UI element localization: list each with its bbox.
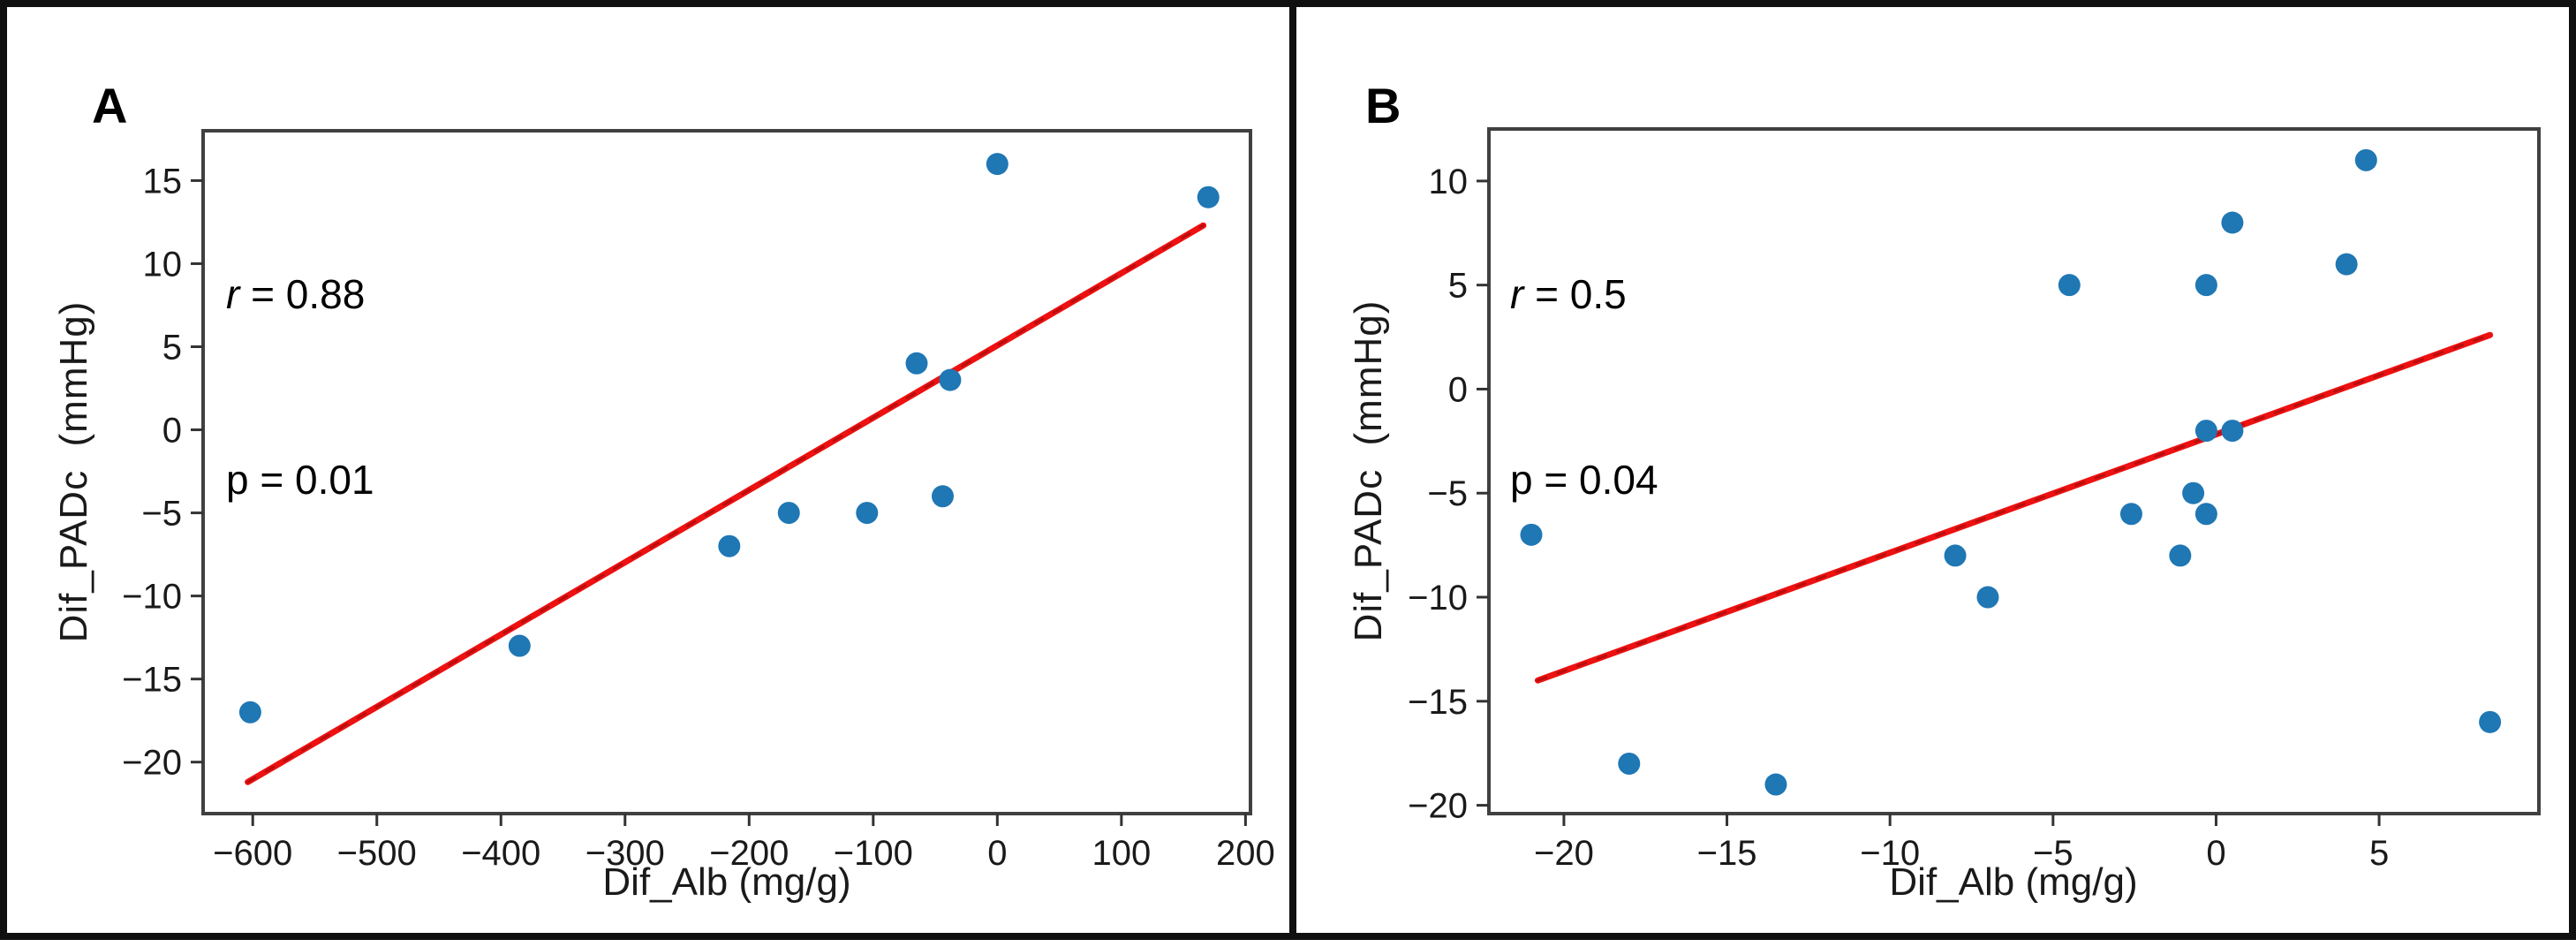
data-point: [2058, 274, 2081, 297]
y-tick-label: −15: [122, 661, 182, 700]
y-tick-label: −20: [122, 744, 182, 783]
y-tick-label: 0: [1448, 370, 1468, 409]
data-point: [1764, 773, 1787, 796]
stats-annotation-a: r = 0.88 p = 0.01: [226, 140, 374, 634]
x-tick-label: 5: [2369, 834, 2389, 873]
x-tick-label: −300: [585, 834, 665, 873]
regression-line: [1534, 331, 2494, 684]
x-tick-label: −100: [834, 834, 913, 873]
y-tick-label: −5: [1427, 474, 1468, 513]
x-tick-label: −15: [1697, 834, 1757, 873]
y-tick-label: 15: [143, 162, 183, 201]
data-point: [2195, 503, 2217, 526]
data-point: [2119, 503, 2142, 526]
x-tick-label: 0: [2206, 834, 2225, 873]
plot-frame: [201, 129, 1252, 815]
data-point: [1520, 523, 1543, 546]
data-point: [2354, 148, 2377, 171]
data-point: [1976, 586, 1999, 609]
y-tick-label: 10: [1429, 163, 1469, 201]
r-value-text: = 0.5: [1523, 271, 1627, 317]
plot-frame: [1487, 127, 2541, 815]
data-point: [2195, 274, 2217, 297]
y-tick-label: −15: [1408, 683, 1468, 722]
x-tick-label: −200: [709, 834, 789, 873]
data-point: [2479, 710, 2502, 733]
x-tick-label: 100: [1092, 834, 1151, 873]
data-point: [986, 153, 1008, 176]
r-symbol: r: [1510, 271, 1524, 317]
p-value-line: p = 0.01: [226, 457, 374, 503]
x-tick-label: 0: [987, 834, 1007, 873]
data-point: [2335, 253, 2358, 276]
x-tick-label: −20: [1534, 834, 1594, 873]
x-tick-label: 200: [1216, 834, 1275, 873]
panel-divider: [1289, 7, 1296, 933]
data-point: [1618, 752, 1641, 775]
y-axis-title-b: Dif_PADc (mmHg): [1347, 299, 1390, 642]
scatter-plots-svg: −600 −500 −400 −300 −200 −100 0 100 200151050−5−…: [122, 127, 2541, 873]
panel-a-letter: A: [92, 78, 128, 133]
x-tick-label: −10: [1860, 834, 1920, 873]
data-point: [2221, 211, 2244, 234]
data-point: [939, 368, 962, 391]
data-point: [2169, 544, 2192, 567]
regression-line: [245, 222, 1207, 785]
y-tick-label: −10: [1408, 579, 1468, 617]
stats-annotation-b: r = 0.5 p = 0.04: [1510, 140, 1658, 634]
y-tick-label: 5: [1448, 267, 1468, 306]
data-point: [1944, 544, 1967, 567]
x-axis-title-b: Dif_Alb (mg/g): [1889, 860, 2138, 904]
data-point: [856, 502, 879, 525]
r-value-line: r = 0.88: [226, 263, 374, 325]
data-point: [905, 352, 928, 375]
y-tick-label: 0: [162, 412, 182, 451]
data-point: [932, 485, 955, 508]
x-axis-title-a: Dif_Alb (mg/g): [602, 860, 851, 904]
y-tick-label: −20: [1408, 787, 1468, 826]
y-tick-label: 5: [162, 329, 182, 367]
data-point: [2221, 420, 2244, 443]
data-point: [1197, 186, 1220, 208]
r-symbol: r: [226, 271, 240, 317]
y-tick-label: 10: [143, 245, 183, 284]
regression-line-texture: [246, 223, 1205, 784]
data-point: [508, 634, 531, 657]
panel-b-letter: B: [1365, 78, 1401, 133]
data-point: [2182, 481, 2205, 504]
y-axis-title-a: Dif_PADc (mmHg): [52, 300, 95, 643]
data-point: [777, 502, 800, 525]
r-value-line: r = 0.5: [1510, 263, 1658, 325]
x-tick-label: −500: [337, 834, 417, 873]
y-tick-label: −5: [141, 495, 182, 534]
p-value-line: p = 0.04: [1510, 457, 1658, 503]
r-value-text: = 0.88: [239, 271, 366, 317]
x-tick-label: −400: [461, 834, 540, 873]
data-point: [238, 701, 261, 724]
data-point: [2195, 420, 2217, 443]
y-tick-label: −10: [122, 578, 182, 617]
x-tick-label: −600: [213, 834, 292, 873]
regression-line-texture: [1536, 333, 2492, 682]
data-point: [718, 534, 741, 557]
x-tick-label: −5: [2033, 834, 2074, 873]
